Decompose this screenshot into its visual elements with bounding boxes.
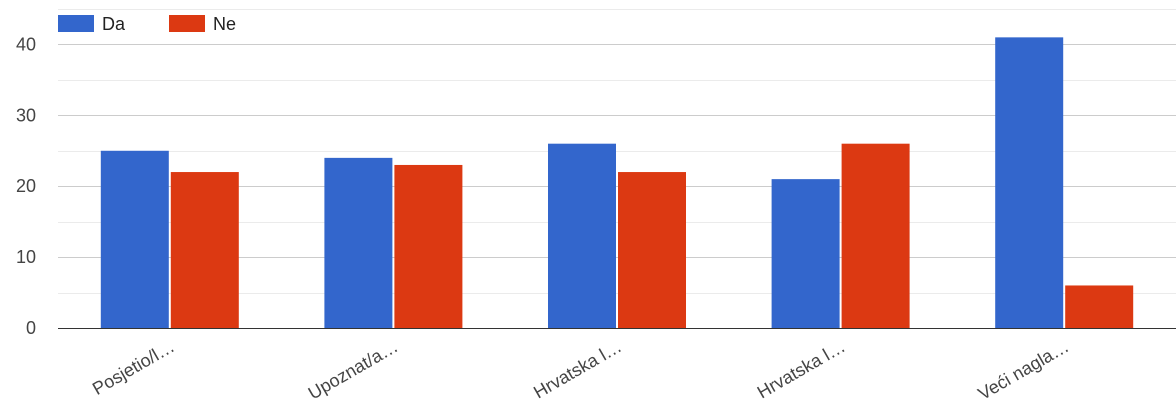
y-axis: 0 10 20 30 40 [16, 34, 36, 338]
bar-da-2[interactable] [324, 158, 392, 328]
bar-da-1[interactable] [101, 151, 169, 328]
x-tick-label: Hrvatska l… [754, 336, 849, 402]
bar-da-5[interactable] [995, 37, 1063, 328]
legend-swatch [169, 15, 205, 32]
bar-da-3[interactable] [548, 144, 616, 328]
bar-ne-5[interactable] [1065, 285, 1133, 328]
y-tick-label: 20 [16, 176, 36, 196]
legend-label: Ne [213, 14, 236, 34]
x-axis: Posjetio/l… Upoznat/a… Hrvatska l… Hrvatska… [89, 336, 1072, 404]
bar-ne-4[interactable] [842, 144, 910, 328]
x-tick-label: Upoznat/a… [305, 336, 402, 403]
bar-ne-1[interactable] [171, 172, 239, 328]
bar-da-4[interactable] [772, 179, 840, 328]
legend-item-da[interactable]: Da [58, 14, 126, 34]
bar-ne-2[interactable] [394, 165, 462, 328]
bar-ne-3[interactable] [618, 172, 686, 328]
y-tick-label: 0 [26, 318, 36, 338]
y-tick-label: 30 [16, 105, 36, 125]
legend-label: Da [102, 14, 126, 34]
legend-swatch [58, 15, 94, 32]
x-tick-label: Hrvatska l… [530, 336, 625, 402]
y-tick-label: 10 [16, 247, 36, 267]
legend-item-ne[interactable]: Ne [169, 14, 236, 34]
y-tick-label: 40 [16, 34, 36, 54]
legend: Da Ne [58, 14, 236, 34]
x-tick-label: Veći nagla… [975, 336, 1073, 404]
x-tick-label: Posjetio/l… [89, 336, 178, 399]
